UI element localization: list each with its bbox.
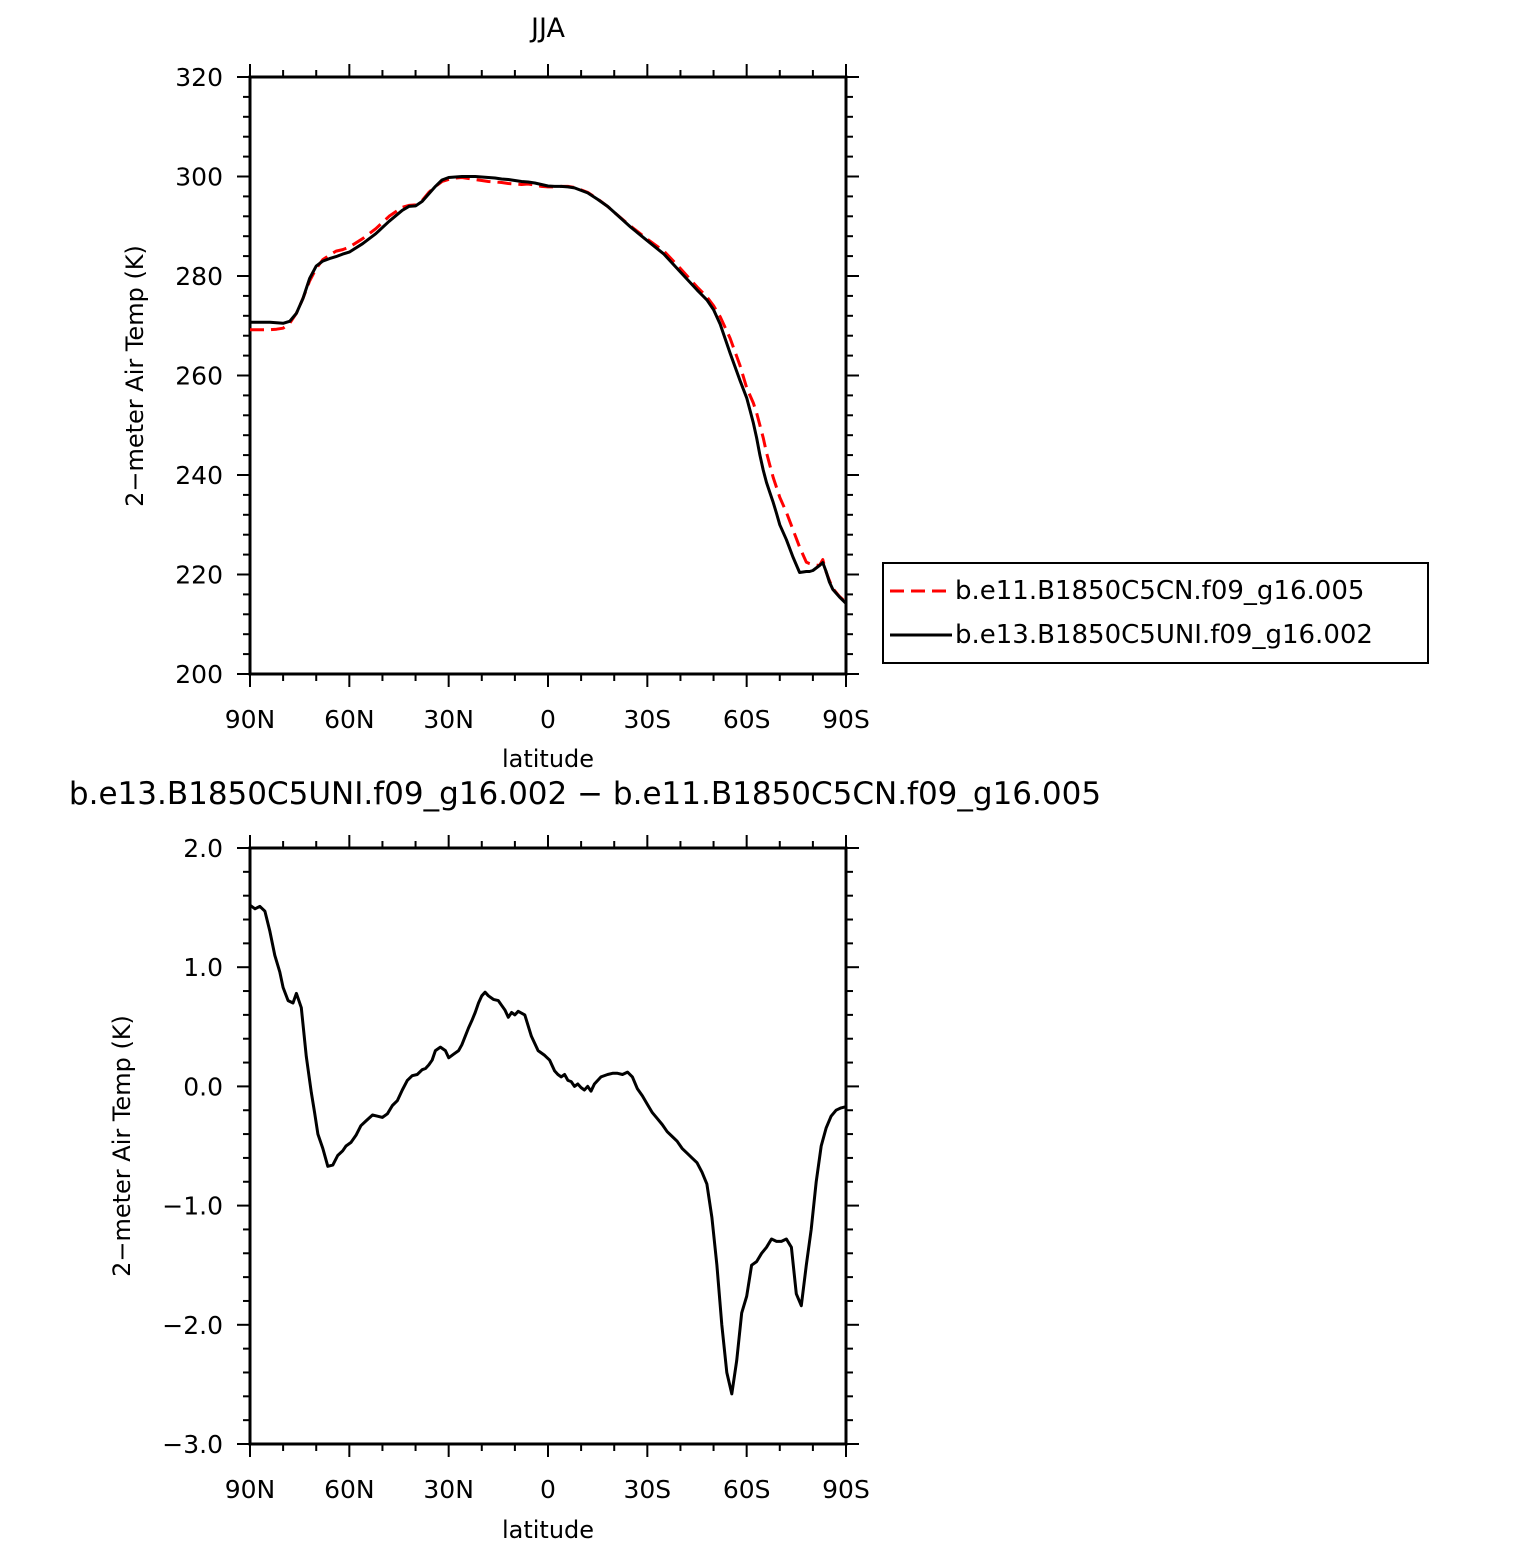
bottom-y-tick-label: 0.0 — [183, 1072, 223, 1101]
bottom-y-axis-label: 2−meter Air Temp (K) — [108, 1015, 136, 1277]
top-x-axis-label: latitude — [502, 745, 594, 773]
bottom-chart-title: b.e13.B1850C5UNI.f09_g16.002 − b.e11.B18… — [69, 776, 1101, 812]
top-x-tick-label: 90S — [822, 705, 870, 734]
bottom-x-axis-label: latitude — [502, 1516, 594, 1544]
bottom-x-tick-label: 0 — [540, 1475, 556, 1504]
bottom-y-tick-label: −2.0 — [162, 1311, 223, 1340]
top-y-tick-label: 260 — [175, 362, 223, 391]
legend-entry-series-2: b.e13.B1850C5UNI.f09_g16.002 — [955, 620, 1373, 650]
top-y-tick-label: 220 — [175, 561, 223, 590]
top-x-tick-label: 30N — [423, 705, 474, 734]
bottom-x-tick-label: 90S — [822, 1475, 870, 1504]
bottom-x-tick-label: 60N — [324, 1475, 375, 1504]
top-plot-frame — [248, 75, 848, 676]
bottom-x-tick-label: 30S — [623, 1475, 671, 1504]
bottom-series-line-1 — [249, 903, 847, 1396]
bottom-y-tick-label: 1.0 — [183, 953, 223, 982]
legend: b.e11.B1850C5CN.f09_g16.005 b.e13.B1850C… — [882, 562, 1429, 664]
top-axis-ticks — [237, 64, 859, 687]
top-series-line-2 — [250, 175, 848, 605]
top-panel: JJA 90N 60N 30N 0 30S 60S 90S 200 220 240 260 280 3… — [121, 13, 1429, 773]
top-y-tick-labels: 200 220 240 260 280 300 320 — [175, 63, 223, 689]
top-x-tick-label: 30S — [623, 705, 671, 734]
top-series-group — [250, 175, 848, 605]
bottom-x-tick-label: 60S — [723, 1475, 771, 1504]
legend-entry-series-1: b.e11.B1850C5CN.f09_g16.005 — [955, 576, 1364, 606]
bottom-x-tick-labels: 90N 60N 30N 0 30S 60S 90S — [225, 1475, 870, 1504]
top-x-tick-label: 60S — [723, 705, 771, 734]
top-x-tick-labels: 90N 60N 30N 0 30S 60S 90S — [225, 705, 870, 734]
top-y-tick-label: 300 — [175, 163, 223, 192]
bottom-plot-frame — [248, 846, 848, 1446]
top-series-line-1 — [250, 176, 848, 604]
top-y-tick-label: 320 — [175, 63, 223, 92]
bottom-panel: b.e13.B1850C5UNI.f09_g16.002 − b.e11.B18… — [69, 776, 1101, 1544]
bottom-y-tick-label: 2.0 — [183, 834, 223, 863]
top-y-tick-label: 200 — [175, 660, 223, 689]
top-x-tick-label: 90N — [225, 705, 276, 734]
top-x-tick-label: 0 — [540, 705, 556, 734]
top-y-tick-label: 240 — [175, 461, 223, 490]
top-y-tick-label: 280 — [175, 262, 223, 291]
legend-box — [882, 562, 1429, 664]
bottom-series-group — [249, 903, 847, 1396]
top-x-tick-label: 60N — [324, 705, 375, 734]
bottom-x-tick-label: 90N — [225, 1475, 276, 1504]
bottom-y-tick-label: −1.0 — [162, 1192, 223, 1221]
bottom-y-tick-labels: −3.0 −2.0 −1.0 0.0 1.0 2.0 — [162, 834, 223, 1459]
bottom-y-tick-label: −3.0 — [162, 1430, 223, 1459]
top-chart-title: JJA — [529, 13, 565, 44]
bottom-axis-ticks — [237, 835, 859, 1457]
top-y-axis-label: 2−meter Air Temp (K) — [121, 245, 149, 507]
bottom-x-tick-label: 30N — [423, 1475, 474, 1504]
